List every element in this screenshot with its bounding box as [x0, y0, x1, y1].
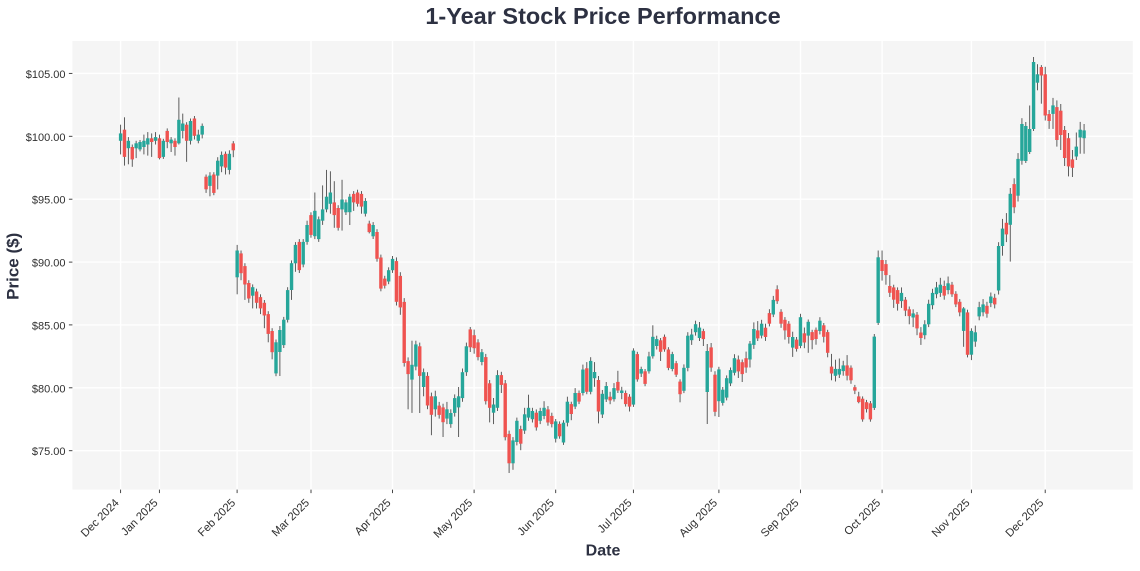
svg-text:$80.00: $80.00: [32, 383, 66, 395]
svg-text:1-Year Stock Price Performance: 1-Year Stock Price Performance: [425, 3, 780, 29]
svg-text:$85.00: $85.00: [32, 320, 66, 332]
svg-text:Date: Date: [586, 543, 621, 560]
svg-text:Price ($): Price ($): [3, 233, 22, 300]
svg-text:$90.00: $90.00: [32, 258, 66, 270]
svg-text:$105.00: $105.00: [26, 69, 66, 81]
svg-text:$95.00: $95.00: [32, 195, 66, 207]
svg-text:$100.00: $100.00: [26, 132, 66, 144]
svg-text:$75.00: $75.00: [32, 446, 66, 458]
